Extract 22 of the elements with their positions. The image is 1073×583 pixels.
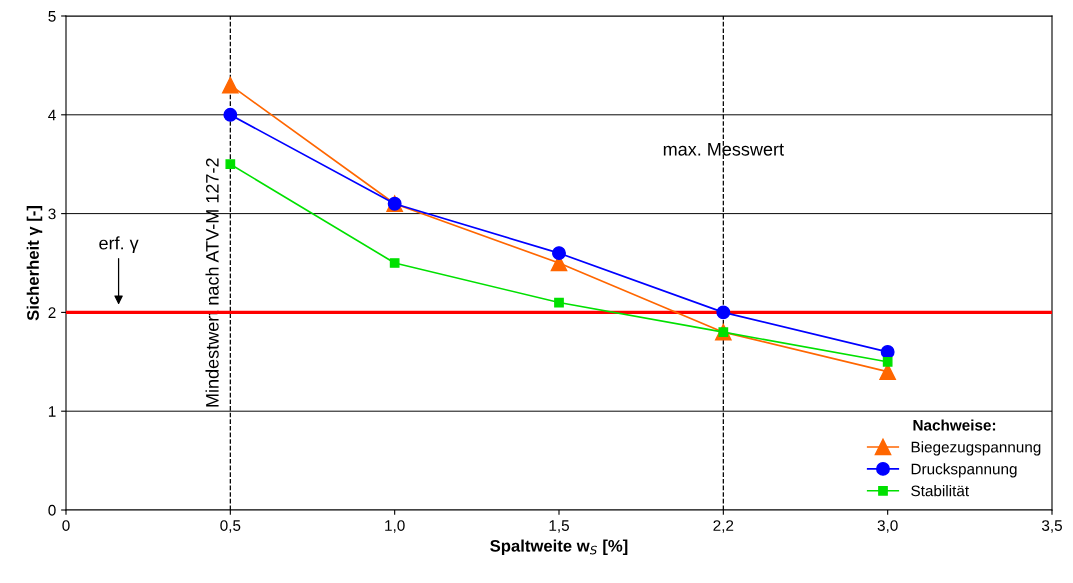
ref-line-label: erf. γ	[99, 236, 139, 254]
legend-label: Druckspannung	[911, 463, 1017, 478]
ref-line-label: Mindestwert nach ATV-M 127-2	[205, 158, 219, 407]
x-tick-label: 2,2	[713, 520, 734, 533]
x-tick-label: 0	[62, 520, 70, 531]
y-axis-title: Sicherheit γ [-]	[26, 206, 43, 321]
x-axis-title: Spaltweite w$_{S}$ [%]	[490, 539, 628, 556]
x-tick-label: 1,5	[549, 520, 569, 533]
y-tick-label: 2	[48, 307, 56, 318]
legend-label: Biegezugspannung	[911, 441, 1041, 456]
x-tick-label: 3,5	[1041, 520, 1062, 533]
legend-label: Stabilität	[911, 485, 969, 497]
x-tick-label: 0,5	[220, 520, 241, 533]
y-tick-label: 4	[48, 109, 56, 121]
x-tick-label: 3,0	[877, 520, 898, 533]
y-tick-label: 0	[48, 504, 56, 516]
y-tick-label: 1	[48, 406, 56, 417]
y-tick-label: 3	[48, 208, 56, 220]
x-tick-label: 1,0	[385, 520, 405, 533]
y-tick-label: 5	[48, 11, 56, 22]
legend-title: Nachweise:	[913, 419, 996, 431]
ref-line-label: max. Messwert	[663, 143, 784, 156]
